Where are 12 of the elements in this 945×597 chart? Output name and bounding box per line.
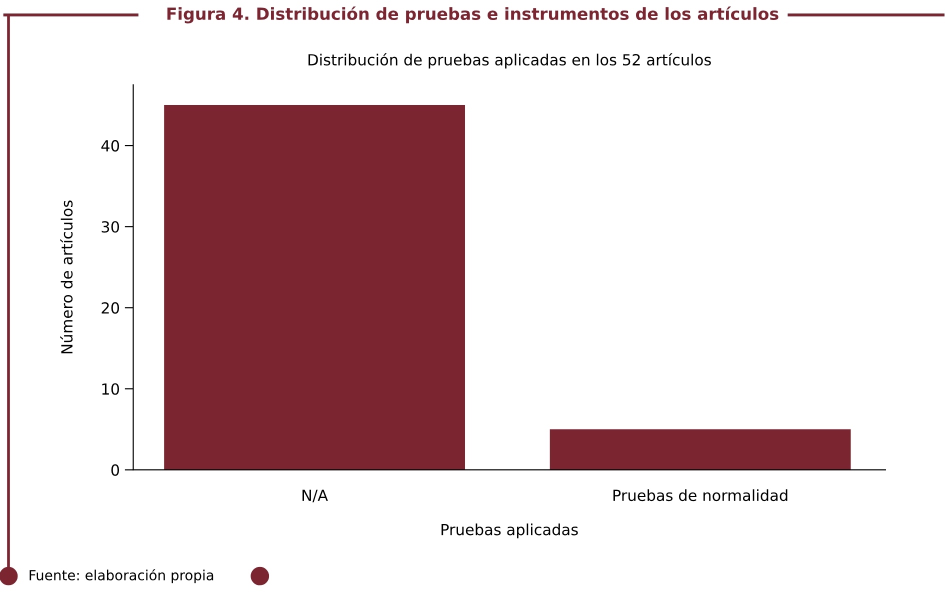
y-tick-label: 20 — [102, 302, 120, 314]
y-tick-label: 30 — [102, 221, 120, 233]
chart-subtitle: Distribución de pruebas aplicadas en los 52 artículos — [308, 53, 711, 69]
chart-title: Figura 4. Distribución de pruebas e instrumentos de los artículos — [167, 6, 778, 24]
y-tick-label: 10 — [102, 383, 120, 395]
y-axis-title: Número de artículos — [60, 200, 73, 354]
x-tick-label: Pruebas de normalidad — [613, 489, 788, 502]
source-note: Fuente: elaboración propia — [30, 569, 214, 584]
y-tick-label: 0 — [111, 464, 120, 476]
x-axis-title: Pruebas aplicadas — [442, 524, 578, 538]
y-tick-label: 40 — [101, 140, 120, 152]
x-tick-label: N/A — [302, 490, 328, 502]
